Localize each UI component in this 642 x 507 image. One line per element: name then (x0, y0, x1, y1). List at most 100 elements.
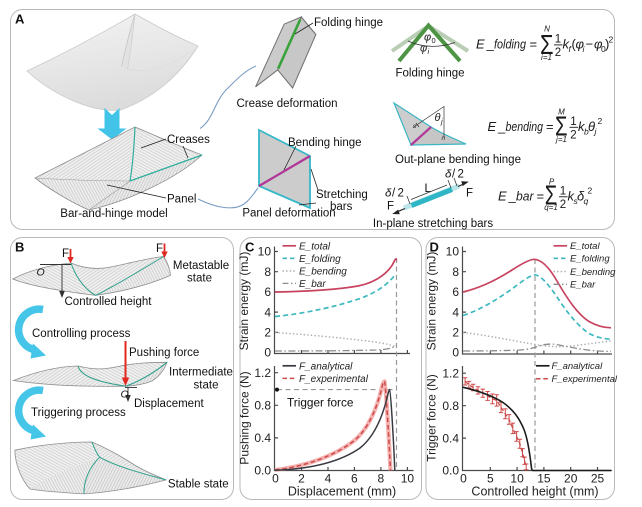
svg-text:j=1: j=1 (555, 135, 567, 144)
svg-text:1.2: 1.2 (442, 366, 459, 380)
svg-text:N: N (544, 25, 550, 34)
svg-text:Stable state: Stable state (168, 479, 229, 491)
svg-text:0.4: 0.4 (442, 431, 459, 445)
svg-text:E_total: E_total (570, 241, 600, 252)
svg-text:5: 5 (487, 472, 494, 486)
svg-text:E_bar: E_bar (299, 279, 326, 290)
svg-text:i: i (428, 47, 430, 56)
svg-text:_: _ (497, 119, 506, 134)
svg-text:=: = (530, 37, 538, 52)
svg-text:0: 0 (460, 472, 467, 486)
svg-text:2: 2 (560, 199, 566, 211)
svg-text:A: A (15, 12, 25, 27)
svg-text:i: i (583, 44, 586, 54)
svg-text:B: B (15, 240, 24, 255)
svg-text:b: b (584, 127, 589, 137)
svg-text:4: 4 (325, 472, 332, 486)
svg-text:q: q (584, 196, 589, 206)
svg-text:δ: δ (445, 169, 452, 181)
svg-text:1.2: 1.2 (254, 366, 271, 380)
svg-text:2: 2 (298, 472, 305, 486)
svg-text:L: L (425, 183, 432, 195)
svg-text:C: C (245, 240, 255, 255)
svg-text:F: F (387, 201, 394, 213)
svg-text:Σ: Σ (545, 180, 558, 211)
svg-text:1: 1 (560, 186, 566, 198)
svg-text:2: 2 (458, 169, 464, 181)
svg-text:Intermediate: Intermediate (169, 367, 233, 379)
svg-text:k: k (578, 119, 586, 134)
svg-text:k: k (568, 189, 576, 204)
svg-text:2: 2 (398, 188, 404, 200)
svg-text:Out-plane bending hinge: Out-plane bending hinge (395, 154, 521, 166)
svg-text:f: f (569, 44, 573, 54)
svg-text:Σ: Σ (555, 111, 568, 142)
svg-text:k: k (563, 37, 571, 52)
svg-text:0: 0 (264, 346, 271, 360)
svg-text:6: 6 (351, 472, 358, 486)
svg-text:6: 6 (452, 285, 459, 299)
svg-text:Creases: Creases (167, 134, 210, 146)
svg-text:0.4: 0.4 (254, 431, 271, 445)
svg-text:state: state (194, 380, 219, 392)
svg-text:θ: θ (435, 112, 441, 124)
svg-text:2: 2 (588, 186, 593, 196)
svg-text:10: 10 (258, 245, 272, 259)
svg-text:In-plane stretching bars: In-plane stretching bars (373, 218, 493, 230)
svg-text:φ: φ (594, 37, 603, 52)
svg-text:Displacement (mm): Displacement (mm) (288, 485, 396, 499)
svg-text:0.0: 0.0 (254, 464, 271, 478)
svg-text:E: E (488, 119, 497, 134)
svg-text:Trigger force: Trigger force (287, 396, 354, 410)
svg-text:E_folding: E_folding (299, 254, 341, 265)
svg-text:Bar-and-hinge model: Bar-and-hinge model (60, 208, 167, 220)
svg-text:δ: δ (385, 188, 392, 200)
svg-text:Displacement: Displacement (134, 398, 204, 410)
svg-text:Σ: Σ (540, 29, 554, 60)
svg-text:2: 2 (555, 47, 561, 59)
svg-text:−: − (586, 37, 594, 52)
svg-text:0: 0 (272, 472, 279, 486)
svg-text:φ: φ (576, 37, 585, 52)
svg-text:φ: φ (420, 43, 427, 55)
svg-text:20: 20 (564, 472, 578, 486)
svg-text:s: s (413, 123, 417, 130)
svg-text:P: P (549, 178, 555, 187)
svg-text:Controlling process: Controlling process (32, 328, 131, 340)
svg-text:E_folding: E_folding (570, 254, 610, 265)
svg-text:4: 4 (452, 305, 459, 319)
svg-text:0: 0 (452, 346, 459, 360)
svg-text:2: 2 (598, 116, 603, 126)
svg-text:F_experimental: F_experimental (552, 374, 618, 385)
svg-text:/: / (452, 169, 456, 181)
svg-text:(: ( (572, 37, 577, 52)
svg-text:0: 0 (601, 44, 606, 54)
svg-text:bar: bar (516, 189, 534, 204)
svg-text:F: F (62, 248, 69, 260)
svg-text:D: D (430, 240, 439, 255)
svg-text:state: state (187, 273, 212, 285)
svg-text:_: _ (486, 37, 495, 52)
svg-text:15: 15 (537, 472, 551, 486)
svg-text:θ: θ (588, 119, 595, 134)
svg-text:F_analytical: F_analytical (552, 361, 604, 372)
svg-text:25: 25 (591, 472, 605, 486)
svg-text:bending: bending (506, 119, 544, 134)
svg-text:Panel: Panel (167, 194, 196, 206)
svg-text:s: s (574, 196, 579, 206)
svg-text:F_analytical: F_analytical (299, 361, 353, 372)
svg-text:δ: δ (577, 189, 585, 204)
svg-text:O: O (37, 267, 45, 279)
svg-text:8: 8 (378, 472, 385, 486)
svg-text:1: 1 (555, 34, 561, 46)
svg-text:n: n (442, 135, 446, 142)
svg-text:Folding hinge: Folding hinge (395, 68, 464, 80)
svg-text:E_bending: E_bending (570, 267, 616, 278)
svg-text:2: 2 (264, 326, 271, 340)
svg-text:Panel deformation: Panel deformation (242, 208, 335, 220)
svg-text:Stretching: Stretching (316, 189, 368, 201)
svg-text:E: E (476, 37, 485, 52)
svg-text:4: 4 (264, 305, 271, 319)
svg-text:_: _ (508, 189, 517, 204)
svg-text:Controlled height (mm): Controlled height (mm) (471, 485, 598, 499)
